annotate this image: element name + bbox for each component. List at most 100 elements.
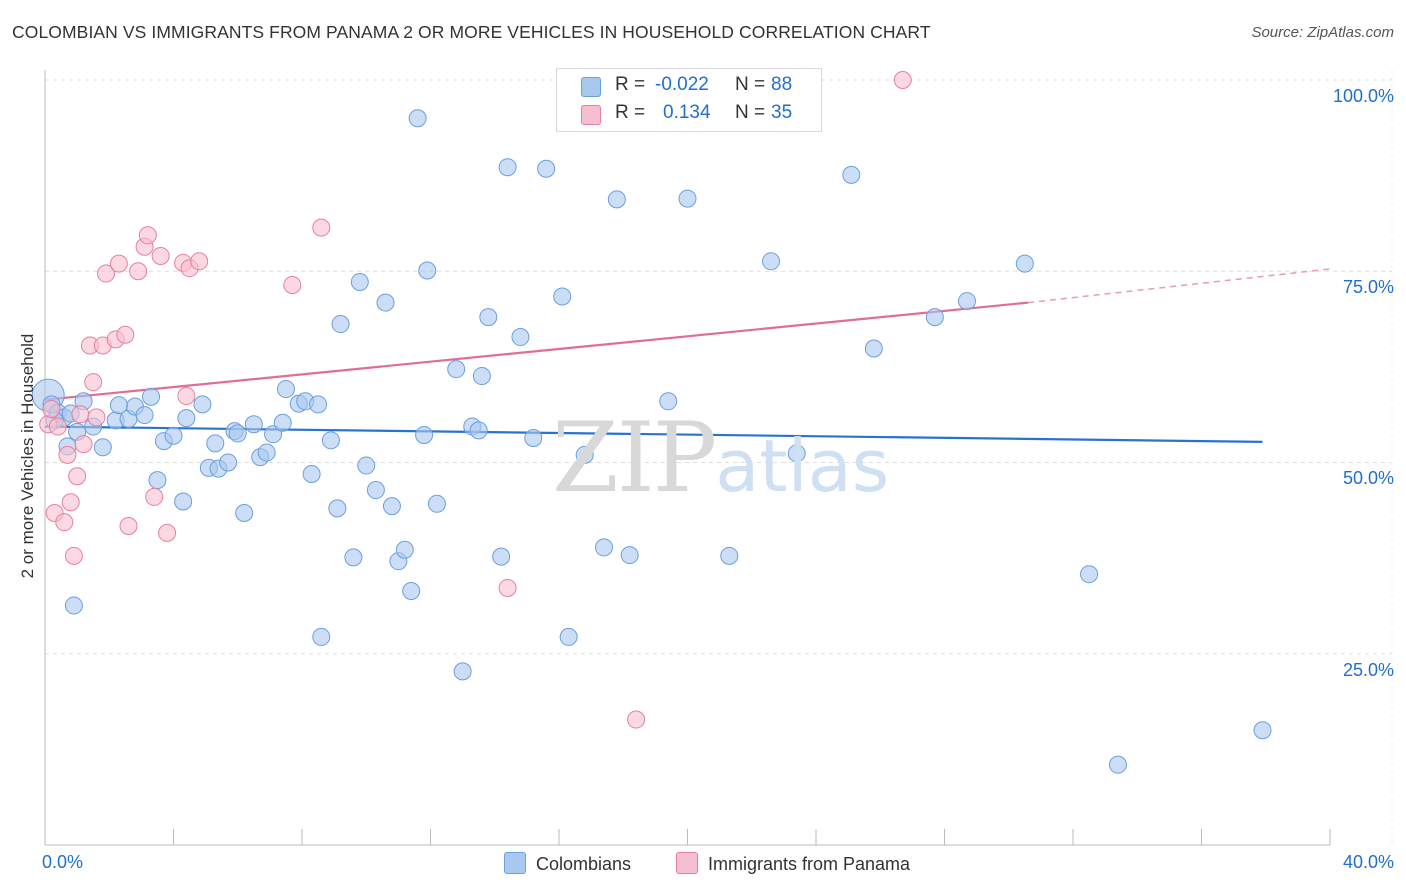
colombians-point [148, 471, 167, 490]
legend-swatch-panama [581, 105, 601, 125]
colombians-point [395, 540, 414, 559]
colombians-point [864, 339, 883, 358]
panama-point [61, 493, 80, 512]
x-tick-label-min: 0.0% [42, 852, 84, 872]
colombians-point [312, 627, 331, 646]
legend-n-label: N = [735, 74, 766, 95]
panama-point [893, 71, 912, 89]
colombians-point [402, 582, 421, 601]
colombians-point [418, 261, 437, 280]
panama-point [68, 467, 87, 486]
panama-point [64, 546, 83, 565]
colombians-point [720, 546, 739, 565]
colombians-point [366, 481, 385, 500]
panama-point [138, 226, 157, 245]
colombians-point [498, 158, 517, 177]
colombians-point [1080, 565, 1099, 584]
colombians-point [553, 287, 572, 306]
colombians-point [492, 547, 511, 566]
legend-r-value: -0.022 [655, 74, 709, 95]
colombians-point [344, 548, 363, 567]
panama-point [498, 578, 517, 597]
trendline-panama [44, 301, 1029, 401]
legend-row-panama: R = 0.134 N = 35 [557, 100, 821, 128]
colombians-point [957, 292, 976, 311]
panama-point [109, 254, 128, 273]
colombians-point [1253, 721, 1272, 740]
legend-n-value: 88 [771, 74, 793, 95]
y-axis-label: 2 or more Vehicles in Household [18, 333, 37, 579]
source-label: Source: ZipAtlas.com [1251, 24, 1394, 41]
trendline-panama-extension [1027, 268, 1331, 304]
colombians-point [453, 662, 472, 681]
legend-n-label: N = [735, 102, 766, 123]
watermark-zip: ZIP [552, 402, 717, 514]
colombians-point [64, 596, 83, 615]
colombians-point [350, 272, 369, 291]
panama-point [283, 276, 302, 295]
colombians-point [925, 308, 944, 327]
colombians-point [408, 109, 427, 128]
colombians-point [331, 315, 350, 334]
colombians-point [472, 367, 491, 386]
x-tick-label-max: 40.0% [1342, 852, 1394, 872]
panama-point [71, 405, 90, 424]
panama-point [87, 408, 106, 427]
colombians-point [447, 360, 466, 379]
colombians-point [659, 392, 678, 411]
panama-point [145, 487, 164, 506]
colombians-point [842, 165, 861, 184]
colombians-point [1108, 755, 1127, 774]
panama-point [42, 399, 61, 418]
colombians-point [376, 293, 395, 312]
colombians-point [206, 434, 225, 453]
panama-point [119, 516, 138, 535]
panama-point [84, 373, 103, 392]
panama-point [312, 218, 331, 237]
legend-r-label: R = [615, 74, 646, 95]
y-tick-label-25: 25.0% [1342, 660, 1394, 680]
bottom-legend-swatch-panama [676, 852, 698, 874]
colombians-point [257, 443, 276, 462]
colombians-point [559, 627, 578, 646]
correlation-legend: R = -0.022 N = 88 R = 0.134 N = 35 [556, 68, 822, 132]
colombians-point [93, 438, 112, 457]
colombians-point [762, 252, 781, 271]
colombians-point [177, 409, 196, 428]
legend-r-value: 0.134 [663, 102, 711, 123]
bottom-legend-panama: Immigrants from Panama [676, 852, 910, 875]
colombians-point [620, 546, 639, 565]
y-tick-label-75: 75.0% [1342, 277, 1394, 297]
panama-point [97, 264, 116, 283]
bottom-legend-label: Immigrants from Panama [708, 854, 911, 874]
colombians-point [479, 308, 498, 327]
panama-point [151, 246, 170, 265]
colombians-point [537, 159, 556, 178]
bottom-legend-swatch-colombians [504, 852, 526, 874]
colombians-point [1015, 254, 1034, 273]
colombians-point [302, 464, 321, 483]
watermark: ZIPatlas [552, 402, 889, 514]
colombians-point [787, 444, 806, 463]
colombians-point [174, 492, 193, 511]
panama-point [116, 325, 135, 344]
panama-point [129, 262, 148, 281]
panama-point [190, 252, 209, 271]
panama-point [158, 523, 177, 542]
colombians-point [357, 456, 376, 475]
colombians-point [678, 189, 697, 208]
colombians-point [382, 497, 401, 516]
colombians-point [219, 453, 238, 472]
panama-point [58, 445, 77, 464]
axes [44, 70, 1393, 846]
colombians-point [575, 445, 594, 464]
legend-swatch-colombians [581, 77, 601, 97]
legend-n-value: 35 [771, 102, 793, 123]
colombians-point [244, 415, 263, 434]
colombians-point [309, 395, 328, 414]
y-tick-label-50: 50.0% [1342, 468, 1394, 488]
colombians-point [427, 494, 446, 513]
data-points [31, 71, 1272, 774]
chart-title: COLOMBIAN VS IMMIGRANTS FROM PANAMA 2 OR… [12, 22, 931, 42]
colombians-point [109, 396, 128, 415]
